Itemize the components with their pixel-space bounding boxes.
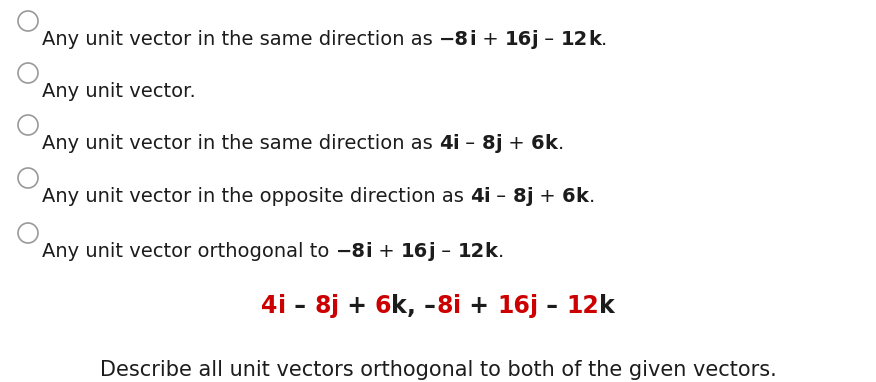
Text: +: + <box>339 294 375 318</box>
Text: i: i <box>453 134 459 153</box>
Text: −8: −8 <box>336 242 365 261</box>
Text: i: i <box>484 187 491 206</box>
Text: Any unit vector orthogonal to: Any unit vector orthogonal to <box>42 242 336 261</box>
Text: Describe all unit vectors orthogonal to both of the given vectors.: Describe all unit vectors orthogonal to … <box>100 360 776 380</box>
Text: .: . <box>498 242 504 261</box>
Text: 8: 8 <box>512 187 526 206</box>
Text: +: + <box>502 134 531 153</box>
Text: k: k <box>588 30 601 49</box>
Text: 12: 12 <box>561 30 588 49</box>
Text: 8: 8 <box>314 294 330 318</box>
Text: 8: 8 <box>436 294 453 318</box>
Text: 4: 4 <box>439 134 453 153</box>
Text: +: + <box>461 294 497 318</box>
Text: 8: 8 <box>482 134 495 153</box>
Text: i: i <box>453 294 461 318</box>
Text: Any unit vector in the same direction as: Any unit vector in the same direction as <box>42 134 439 153</box>
Text: Any unit vector.: Any unit vector. <box>42 82 195 101</box>
Text: 16: 16 <box>401 242 428 261</box>
Text: .: . <box>601 30 607 49</box>
Text: j: j <box>428 242 435 261</box>
Text: j: j <box>530 294 538 318</box>
Text: 4: 4 <box>470 187 484 206</box>
Text: 6: 6 <box>531 134 545 153</box>
Text: 12: 12 <box>566 294 599 318</box>
Text: 6: 6 <box>375 294 392 318</box>
Text: 16: 16 <box>497 294 530 318</box>
Text: k: k <box>545 134 557 153</box>
Text: –: – <box>538 294 566 318</box>
Text: j: j <box>526 187 533 206</box>
Text: –: – <box>491 187 512 206</box>
Text: i: i <box>365 242 372 261</box>
Text: 6: 6 <box>562 187 576 206</box>
Text: Any unit vector in the same direction as: Any unit vector in the same direction as <box>42 30 439 49</box>
Text: 12: 12 <box>457 242 484 261</box>
Text: −8: −8 <box>439 30 469 49</box>
Text: +: + <box>372 242 401 261</box>
Text: j: j <box>330 294 339 318</box>
Text: j: j <box>532 30 539 49</box>
Text: k: k <box>576 187 589 206</box>
Text: j: j <box>495 134 502 153</box>
Text: , –: , – <box>407 294 436 318</box>
Text: .: . <box>589 187 595 206</box>
Text: –: – <box>539 30 561 49</box>
Text: –: – <box>459 134 482 153</box>
Text: +: + <box>533 187 562 206</box>
Text: Any unit vector in the opposite direction as: Any unit vector in the opposite directio… <box>42 187 470 206</box>
Text: +: + <box>476 30 505 49</box>
Text: 4: 4 <box>261 294 278 318</box>
Text: –: – <box>286 294 314 318</box>
Text: 16: 16 <box>505 30 532 49</box>
Text: i: i <box>278 294 286 318</box>
Text: k: k <box>392 294 407 318</box>
Text: k: k <box>484 242 498 261</box>
Text: .: . <box>557 134 563 153</box>
Text: –: – <box>435 242 457 261</box>
Text: k: k <box>599 294 615 318</box>
Text: i: i <box>469 30 476 49</box>
